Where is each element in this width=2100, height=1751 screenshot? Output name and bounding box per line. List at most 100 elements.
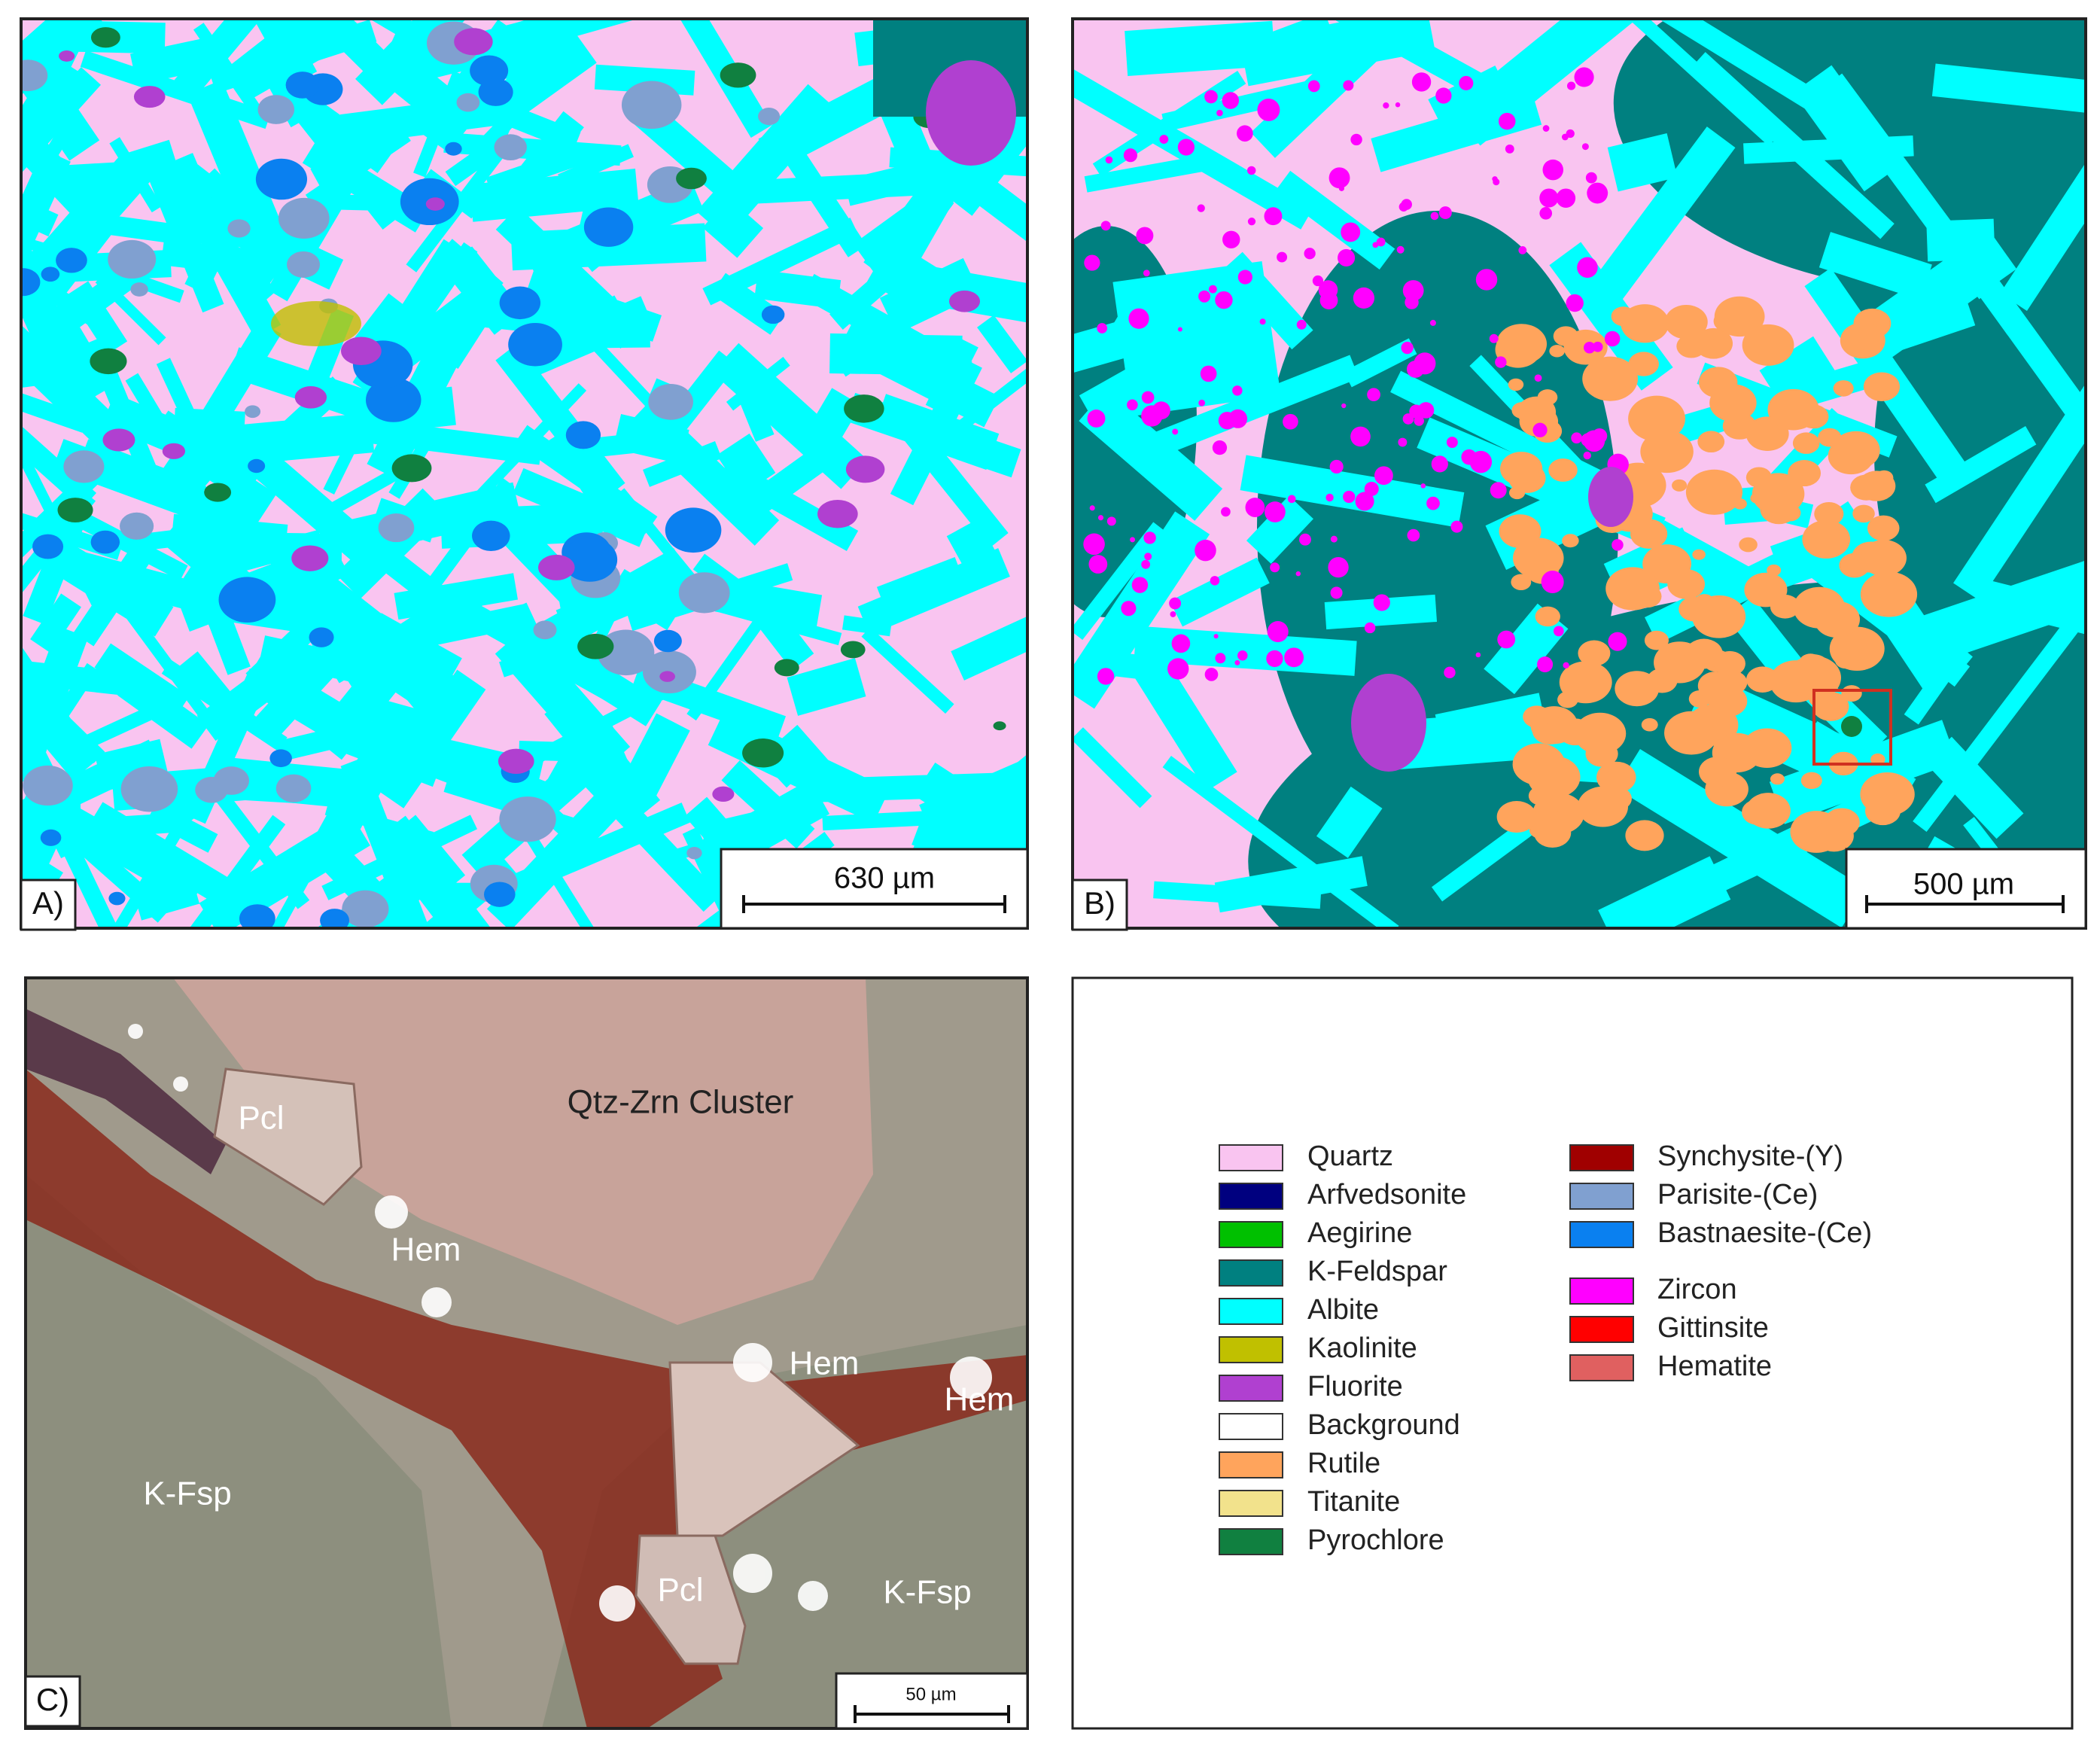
- legend-swatch: [1569, 1277, 1634, 1305]
- zircon-grain: [1341, 222, 1361, 242]
- scale-bar-box: [720, 848, 1029, 930]
- albite-lath: [21, 193, 59, 237]
- rutile-grain: [1535, 606, 1560, 627]
- rutile-grain: [1779, 504, 1801, 522]
- albite-lath: [1084, 153, 1217, 193]
- zircon-grain: [1265, 501, 1286, 522]
- hematite-grains: [128, 1024, 992, 1622]
- rutile-grain: [1860, 772, 1915, 816]
- albite-lath: [787, 658, 866, 716]
- scale-bar-label: 500 µm: [1913, 868, 2014, 901]
- zircon-grain: [1218, 412, 1237, 430]
- rutile-grain: [1739, 537, 1758, 553]
- legend-label: Gittinsite: [1657, 1312, 1769, 1344]
- legend-label: Titanite: [1307, 1486, 1400, 1518]
- zircon-grain: [1542, 125, 1550, 132]
- albite-lath: [510, 223, 707, 271]
- mineral-map-b: [1073, 19, 2086, 928]
- albite-lath: [1240, 19, 1435, 87]
- zircon-grain: [1574, 67, 1594, 87]
- bastnaesite-grain: [239, 904, 275, 928]
- zircon-grain: [1426, 496, 1440, 510]
- bastnaesite-grain: [761, 305, 785, 324]
- albite-lath: [861, 627, 954, 714]
- zircon-grain: [1159, 135, 1169, 144]
- albite-lath: [482, 500, 592, 613]
- zircon-grain: [1459, 75, 1474, 90]
- albite-lath: [842, 615, 892, 637]
- overlays: 630 µm A) 500 µm B) 50 µm C) Pcl Qtz-Zrn Cluste…: [20, 848, 2087, 1730]
- zircon-grain: [1450, 520, 1463, 533]
- panel-label: B): [1084, 885, 1115, 921]
- zircon-grain: [1405, 295, 1419, 309]
- zircon-grain: [1296, 319, 1307, 330]
- zircon-grain: [1581, 143, 1589, 151]
- pyrochlore-crystal: [635, 1534, 747, 1665]
- zircon-grain: [1585, 172, 1597, 184]
- zircon-grain: [1259, 318, 1266, 325]
- albite-lath: [1607, 133, 1678, 192]
- zircon-grain: [1246, 166, 1256, 175]
- albite-lath: [187, 80, 295, 270]
- pyrochlore-grain: [577, 633, 614, 659]
- zircon-grain: [1592, 341, 1603, 352]
- zircon-grain: [1539, 207, 1553, 220]
- pyrochlore-grain: [291, 545, 329, 571]
- zircon-grain: [1435, 87, 1452, 104]
- rutile-grain: [1802, 519, 1851, 559]
- rutile-grain: [1861, 540, 1907, 577]
- zircon-grain: [1171, 634, 1191, 653]
- annotation: Pcl: [238, 1100, 284, 1137]
- pyrochlore-crystal: [213, 1067, 363, 1206]
- zircon-grain: [1330, 586, 1343, 599]
- legend-label: Bastnaesite-(Ce): [1657, 1217, 1872, 1249]
- zircon-grain: [1505, 144, 1514, 154]
- rutile-grain: [1770, 595, 1800, 619]
- zircon-grain: [1571, 432, 1582, 444]
- zircon-grain: [1264, 207, 1283, 226]
- annotation: Hem: [391, 1232, 461, 1268]
- annotation: Pcl: [657, 1572, 703, 1609]
- annotation: K-Fsp: [883, 1574, 971, 1611]
- pyrochlore-grain: [102, 428, 135, 452]
- albite-lath: [76, 439, 193, 510]
- qtz-zrn-cluster: [173, 978, 873, 1325]
- albite-lath: [1162, 756, 1399, 928]
- albite-lath: [961, 168, 1027, 273]
- legend-swatch: [1219, 1528, 1283, 1555]
- bastnaesite-grain: [23, 765, 73, 806]
- zircon-grain: [1330, 535, 1338, 543]
- fluorite-patch: [1588, 467, 1633, 527]
- rutile-grain: [1527, 756, 1581, 799]
- albite-lath: [613, 414, 689, 464]
- bastnaesite-grain: [218, 577, 276, 623]
- bastnaesite-grain: [108, 239, 157, 279]
- pyrochlore-grain: [676, 167, 707, 190]
- legend-swatch: [1219, 1413, 1283, 1440]
- legend-swatch: [1219, 1490, 1283, 1517]
- zircon-grain: [1277, 251, 1288, 263]
- rutile-grain: [1812, 692, 1849, 721]
- bastnaesite-grain: [494, 134, 527, 161]
- bastnaesite-grain: [484, 882, 516, 907]
- panel-label: A): [32, 885, 64, 921]
- zircon-grain: [1566, 81, 1576, 90]
- legend-label: Albite: [1307, 1294, 1379, 1326]
- rutile-grain: [1615, 671, 1660, 707]
- rutile-grain: [1860, 571, 1918, 617]
- zircon-grain: [1325, 493, 1334, 502]
- albite-lath: [59, 813, 175, 840]
- pyrochlore-grain: [845, 455, 885, 483]
- albite-lath: [696, 84, 837, 237]
- zircon-grain: [1130, 537, 1136, 543]
- bastnaesite-grain: [478, 78, 513, 106]
- zircon-grain: [1198, 290, 1211, 303]
- rutile-grain: [1628, 395, 1686, 442]
- rutile-grain: [1844, 329, 1871, 351]
- albite-lath: [642, 441, 723, 487]
- zircon-grain: [1542, 159, 1563, 181]
- zircon-grain: [1097, 323, 1108, 333]
- zircon-grain: [1197, 204, 1205, 212]
- rutile-grain: [1714, 296, 1765, 337]
- rutile-grain: [1644, 630, 1669, 650]
